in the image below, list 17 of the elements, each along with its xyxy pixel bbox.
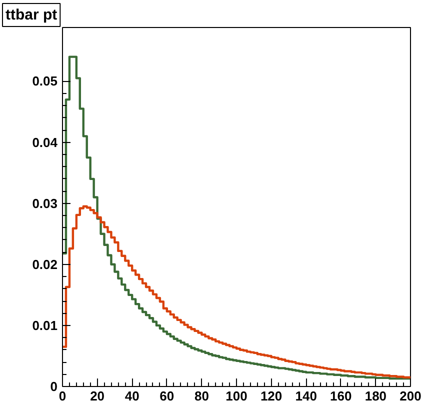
y-tick-label: 0.04 bbox=[32, 134, 58, 150]
x-tick-label: 180 bbox=[364, 388, 387, 404]
x-tick-label: 200 bbox=[400, 388, 422, 404]
y-tick-label: 0.05 bbox=[32, 74, 58, 89]
y-tick-label: 0.03 bbox=[32, 196, 58, 211]
y-tick-label: 0 bbox=[50, 379, 58, 394]
chart-title: ttbar pt bbox=[6, 6, 58, 24]
x-tick-label: 100 bbox=[226, 388, 248, 404]
y-tick-label: 0.01 bbox=[32, 318, 58, 333]
y-tick-label: 0.02 bbox=[32, 256, 58, 272]
x-tick-label: 140 bbox=[295, 388, 317, 404]
x-tick-label: 60 bbox=[160, 388, 174, 404]
x-tick-label: 120 bbox=[260, 388, 282, 404]
x-tick-label: 40 bbox=[124, 388, 140, 404]
x-tick-label: 80 bbox=[194, 388, 209, 404]
x-tick-label: 20 bbox=[90, 388, 105, 404]
x-tick-label: 160 bbox=[330, 388, 352, 404]
